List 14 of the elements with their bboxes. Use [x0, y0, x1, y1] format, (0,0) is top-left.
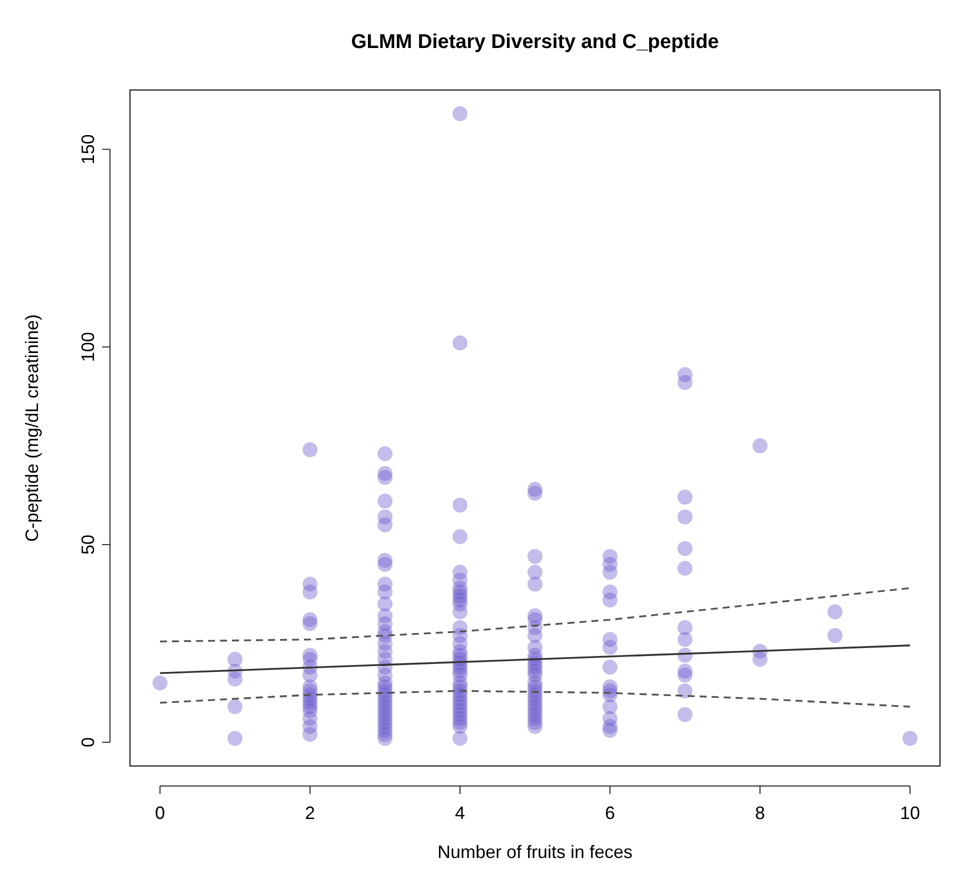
x-tick-label: 2	[304, 803, 316, 823]
x-axis-title: Number of fruits in feces	[437, 842, 633, 862]
y-tick-label: 0	[78, 737, 98, 748]
x-tick-label: 4	[454, 803, 466, 823]
x-tick-label: 8	[754, 803, 766, 823]
chart-title: GLMM Dietary Diversity and C_peptide	[351, 31, 719, 53]
x-tick-label: 0	[154, 803, 166, 823]
y-tick-label: 100	[78, 332, 98, 362]
y-axis-title: C-peptide (mg/dL creatinine)	[22, 314, 42, 542]
y-tick-label: 50	[78, 534, 98, 555]
y-tick-label: 150	[78, 134, 98, 164]
x-tick-label: 6	[604, 803, 616, 823]
line-series	[159, 587, 911, 642]
x-tick-label: 10	[900, 803, 920, 823]
